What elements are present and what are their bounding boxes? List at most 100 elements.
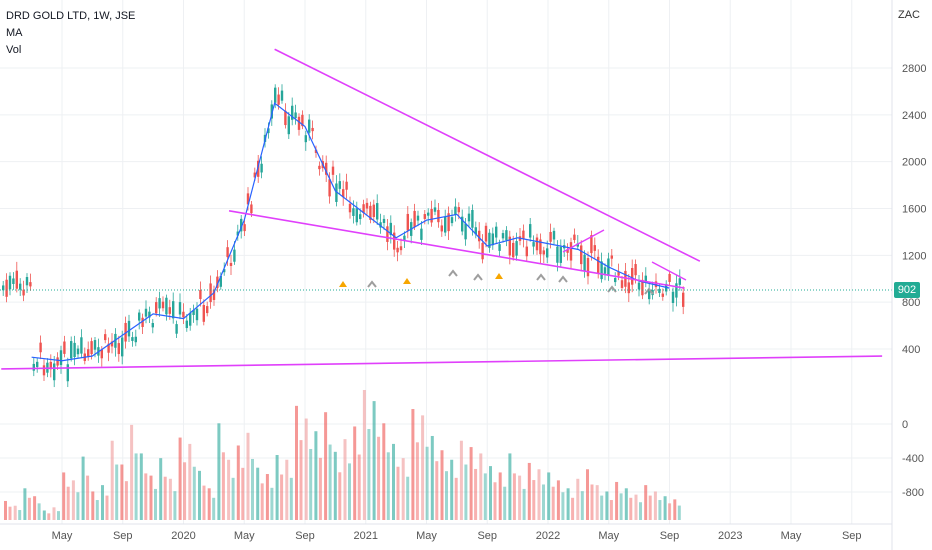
candle-body <box>678 278 681 285</box>
trendline-small <box>651 261 687 281</box>
volume-bar <box>110 440 114 520</box>
candle-body <box>131 337 134 341</box>
volume-bar <box>348 463 351 520</box>
x-tick-label: May <box>416 530 437 542</box>
candle-body <box>454 206 457 216</box>
y-tick-label: -400 <box>902 453 924 465</box>
candle-body <box>423 214 426 219</box>
trendline-small <box>562 229 605 253</box>
volume-bar <box>421 415 425 520</box>
candle-body <box>614 277 617 283</box>
candle-body <box>175 324 178 334</box>
volume-bar <box>314 431 318 520</box>
volume-bar <box>270 487 274 520</box>
candle-body <box>56 357 59 366</box>
x-tick-label: May <box>234 530 255 542</box>
candle-body <box>430 208 433 223</box>
candle-body <box>580 245 583 265</box>
candle-body <box>236 231 239 236</box>
x-tick-label: Sep <box>295 530 315 542</box>
volume-bar <box>212 497 216 520</box>
candle-body <box>212 289 216 300</box>
volume-bar <box>8 506 12 520</box>
volume-bar <box>280 474 284 520</box>
volume-bar <box>673 499 677 520</box>
volume-bar <box>101 485 104 520</box>
candle-body <box>491 233 494 246</box>
candle-body <box>155 302 158 314</box>
candle-body <box>76 348 80 355</box>
candle-body <box>631 268 634 285</box>
volume-bar <box>66 486 70 520</box>
y-tick-label: 1200 <box>902 250 926 262</box>
volume-bar <box>163 476 167 520</box>
volume-bar <box>362 390 366 520</box>
candle-body <box>549 231 552 242</box>
volume-bar <box>289 477 293 520</box>
volume-bar <box>677 505 681 520</box>
candle-body <box>318 165 321 170</box>
volume-bar <box>139 453 143 520</box>
volume-bar <box>450 459 454 520</box>
volume-bar <box>493 482 497 520</box>
candle-body <box>172 301 175 319</box>
x-tick-label: May <box>598 530 619 542</box>
candle-body <box>515 241 518 256</box>
candle-body <box>362 204 365 213</box>
volume-bar <box>547 472 551 520</box>
candle-body <box>369 205 372 220</box>
candle-body <box>682 292 685 307</box>
candle-body <box>529 224 532 238</box>
pattern-marker <box>558 275 568 283</box>
volume-bar <box>580 491 584 520</box>
candle-body <box>610 255 613 259</box>
candle-body <box>566 249 569 253</box>
candle-body <box>66 364 69 382</box>
ma-indicator-label[interactable]: MA <box>6 27 23 39</box>
candle-body <box>49 361 52 370</box>
candle-body <box>464 223 467 240</box>
volume-indicator-label[interactable]: Vol <box>6 44 22 56</box>
candle-body <box>165 297 168 315</box>
candle-body <box>114 333 117 348</box>
volume-bar <box>445 471 448 520</box>
candle-body <box>413 210 416 227</box>
volume-bar <box>425 446 429 520</box>
candle-body <box>505 230 508 241</box>
candle-body <box>393 232 396 250</box>
volume-bar <box>42 510 46 520</box>
candle-body <box>253 172 256 178</box>
candle-body <box>522 230 525 239</box>
candle-body <box>70 341 73 359</box>
candle-body <box>661 293 664 297</box>
candle-body <box>250 204 253 214</box>
candle-body <box>127 320 131 337</box>
pattern-marker <box>448 269 458 277</box>
candle-body <box>168 307 171 314</box>
symbol-title[interactable]: DRD GOLD LTD, 1W, JSE <box>6 10 136 22</box>
candle-body <box>121 337 124 357</box>
candle-body <box>53 363 56 381</box>
volume-bar <box>648 495 652 520</box>
volume-bar <box>183 462 187 520</box>
volume-bar <box>512 473 516 520</box>
volume-bar <box>198 470 201 520</box>
candle-body <box>654 281 658 288</box>
volume-bar <box>392 443 395 520</box>
candle-body <box>5 279 8 297</box>
volume-bar <box>134 453 138 520</box>
volume-bar <box>285 459 289 520</box>
volume-bar <box>159 458 163 520</box>
volume-bar <box>382 423 386 520</box>
candle-body <box>508 236 511 256</box>
candle-body <box>648 289 651 300</box>
volume-bar <box>71 480 75 520</box>
trendline-lower <box>228 210 685 289</box>
candle-body <box>59 350 63 366</box>
candle-body <box>525 246 528 257</box>
volume-bar <box>4 500 7 520</box>
candle-body <box>277 94 280 105</box>
volume-bar <box>624 488 628 520</box>
volume-bar <box>178 437 182 520</box>
candle-body <box>641 279 644 296</box>
